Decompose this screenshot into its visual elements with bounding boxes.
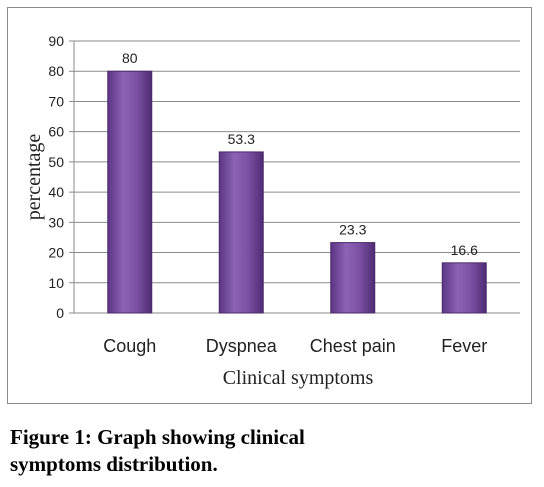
chart-frame (7, 7, 532, 404)
data-label: 16.6 (451, 242, 478, 258)
bar-chart: 0 10 20 30 40 50 60 70 80 90 80 53.3 23.3 16.6 Cough… (23, 33, 520, 389)
x-tick-labels: Cough Dyspnea Chest pain Fever (103, 336, 487, 356)
y-tick-label: 90 (48, 33, 64, 49)
x-tick-label: Chest pain (310, 336, 396, 356)
x-axis-title: Clinical symptoms (223, 367, 374, 389)
data-label: 23.3 (339, 222, 366, 238)
y-tick-label: 50 (48, 154, 64, 170)
x-tick-label: Dyspnea (206, 336, 278, 356)
y-tick-label: 30 (48, 214, 64, 230)
y-tick-labels: 0 10 20 30 40 50 60 70 80 90 (48, 33, 64, 321)
y-tick-label: 80 (48, 63, 64, 79)
bar (330, 242, 376, 314)
bars (107, 70, 487, 314)
y-tick-label: 20 (48, 245, 64, 261)
y-tick-label: 70 (48, 93, 64, 109)
figure-caption: Figure 1: Graph showing clinical symptom… (10, 424, 530, 478)
data-labels: 80 53.3 23.3 16.6 (122, 50, 478, 258)
data-label: 53.3 (228, 131, 255, 147)
y-tick-label: 40 (48, 184, 64, 200)
caption-line-2: symptoms distribution. (10, 452, 218, 476)
y-tick-label: 0 (56, 305, 64, 321)
bar (107, 70, 153, 314)
bar (441, 262, 487, 314)
caption-line-1: Figure 1: Graph showing clinical (10, 425, 305, 449)
y-tick-label: 10 (48, 275, 64, 291)
x-tick-label: Fever (441, 336, 487, 356)
x-tick-label: Cough (103, 336, 156, 356)
bar (218, 151, 264, 314)
data-label: 80 (122, 50, 138, 66)
y-tick-label: 60 (48, 124, 64, 140)
y-axis-title: percentage (23, 134, 45, 221)
